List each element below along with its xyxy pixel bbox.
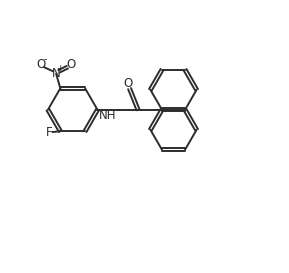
Text: O: O (36, 58, 45, 71)
Text: O: O (123, 76, 133, 90)
Text: N: N (52, 67, 60, 80)
Text: O: O (67, 58, 76, 71)
Text: -: - (44, 55, 47, 65)
Text: F: F (46, 126, 53, 139)
Text: NH: NH (99, 109, 116, 122)
Text: +: + (57, 64, 64, 73)
